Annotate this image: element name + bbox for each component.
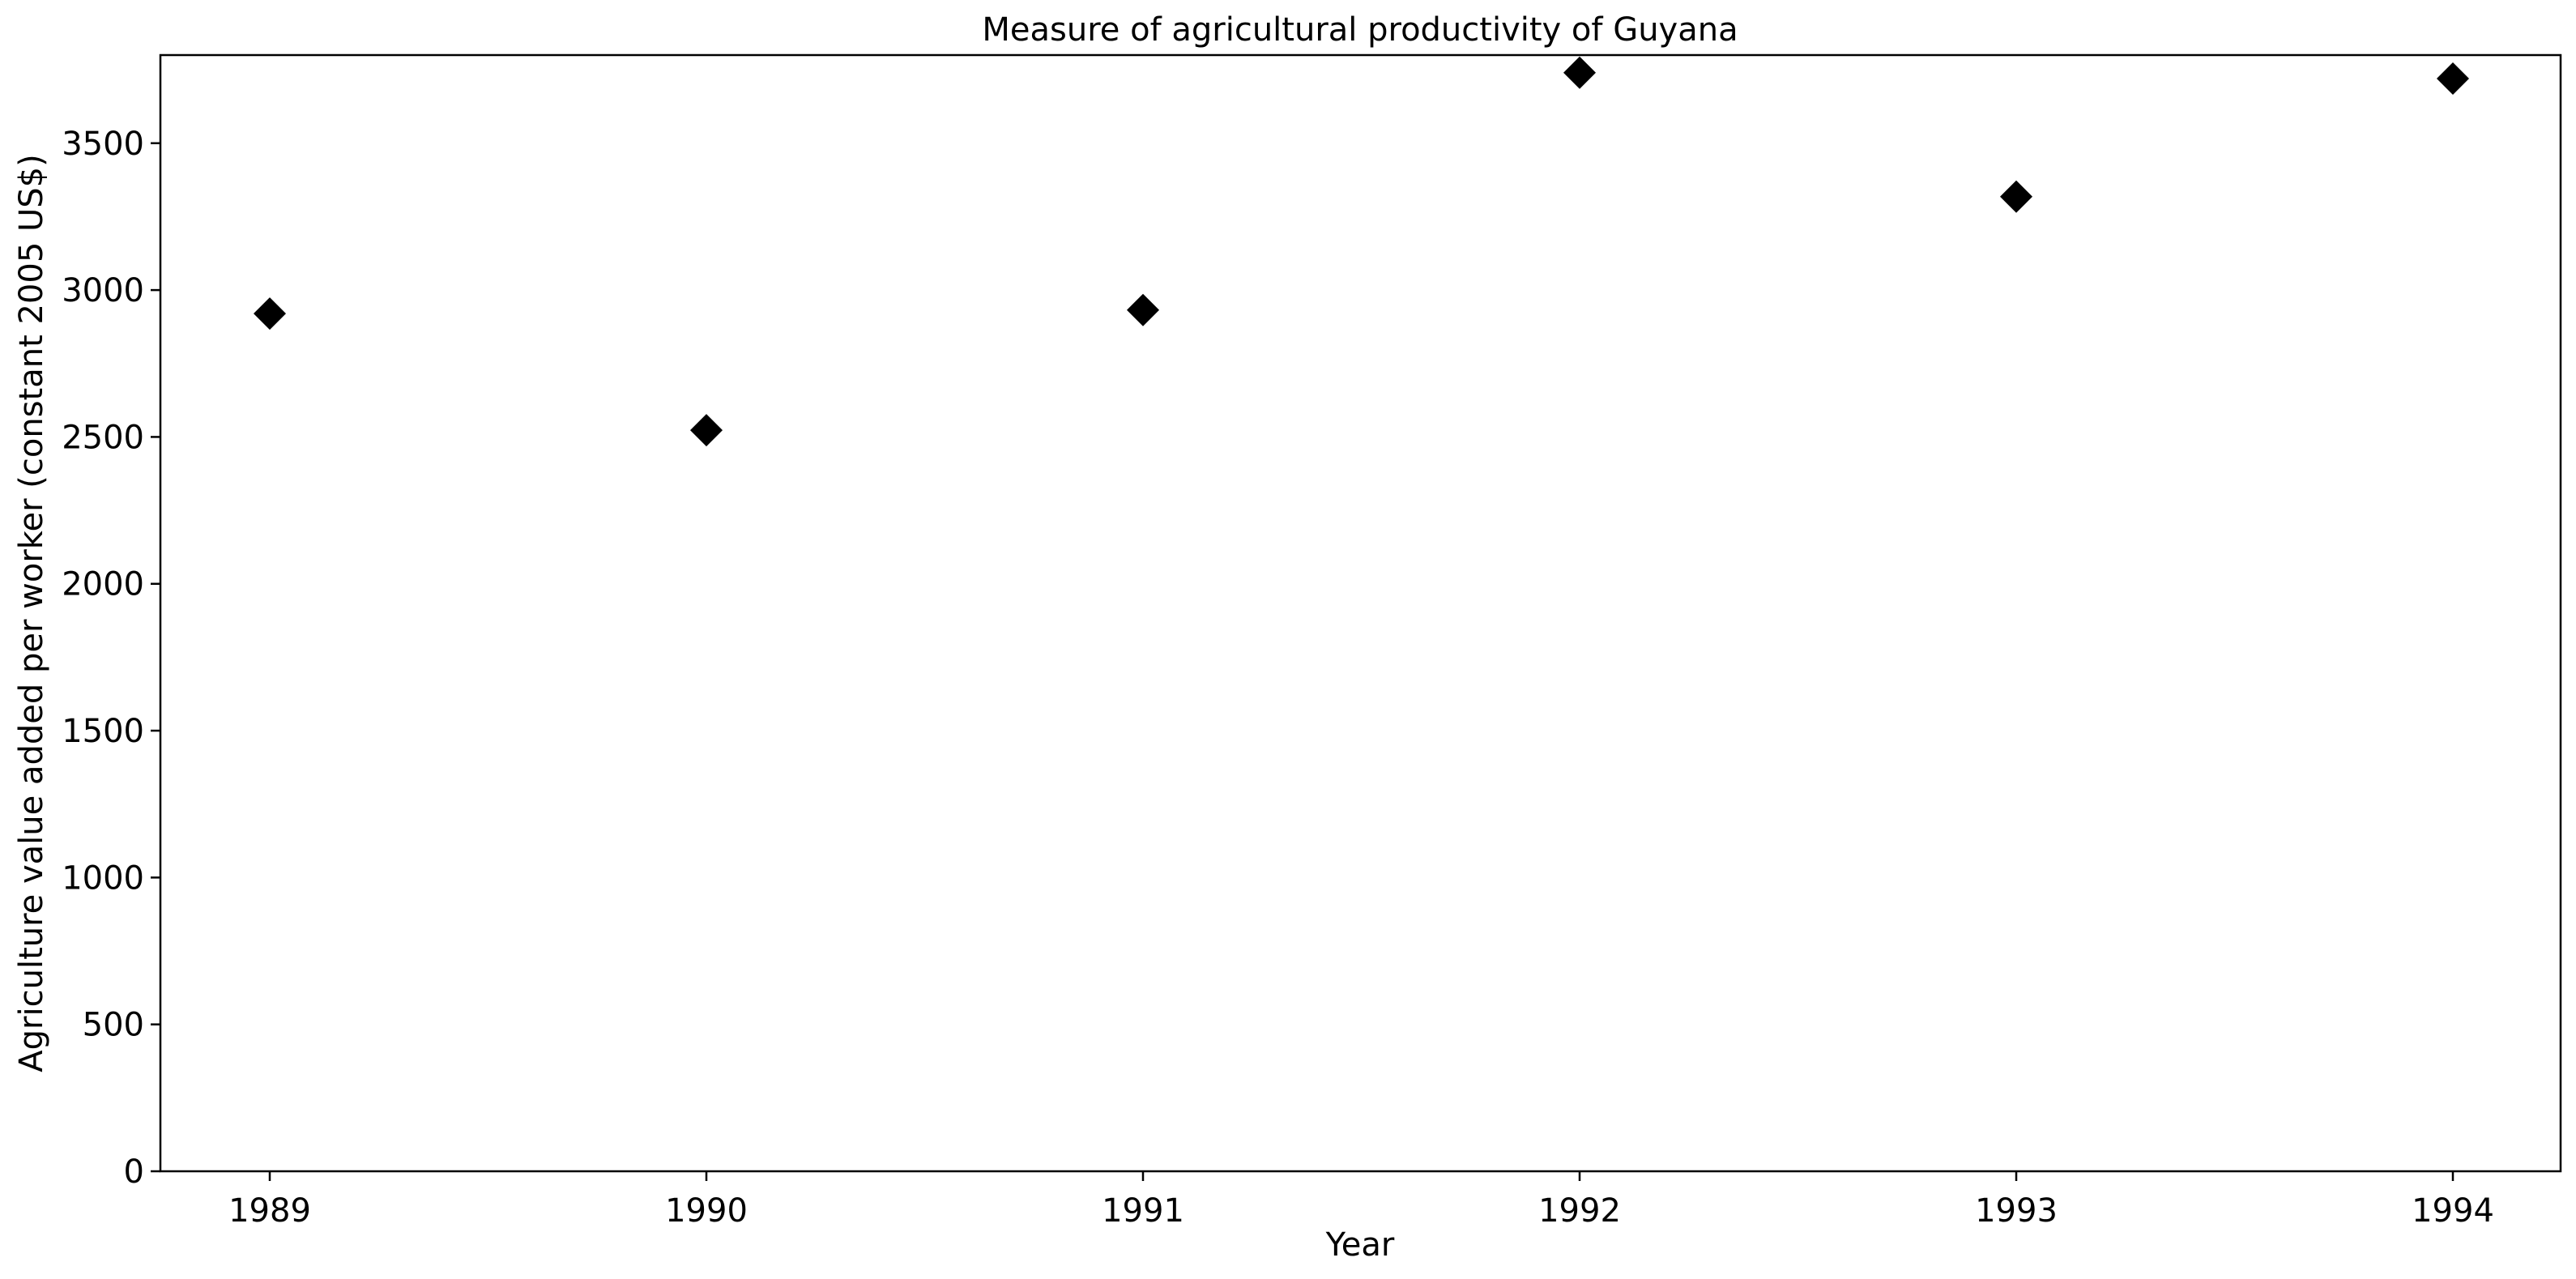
x-tick-label: 1989 [228,1192,311,1230]
x-tick-label: 1994 [2412,1192,2494,1230]
data-point [254,297,286,330]
plot-background [160,55,2561,1171]
plot-frame [159,53,2562,1173]
y-tick-label: 2500 [62,419,144,456]
y-axis-label: Agriculture value added per worker (cons… [13,154,50,1072]
data-point [1127,293,1159,326]
y-tick-label: 1500 [62,713,144,750]
x-tick-label: 1990 [665,1192,748,1230]
y-tick-label: 3000 [62,272,144,309]
y-tick-label: 2000 [62,566,144,603]
x-tick-label: 1993 [1975,1192,2058,1230]
x-axis-ticks: 1989 1990 1991 1992 1993 1994 [228,1171,2494,1230]
data-point [2000,180,2032,213]
data-point [2437,62,2469,96]
data-point [1563,56,1596,89]
x-tick-label: 1992 [1538,1192,1621,1230]
y-axis-ticks: 0 500 1000 1500 2000 2500 3000 3500 [62,126,160,1191]
y-tick-label: 500 [83,1007,144,1044]
data-point [690,414,723,447]
y-tick-label: 3500 [62,126,144,163]
x-axis-label: Year [1325,1226,1395,1264]
chart-title: Measure of agricultural productivity of … [982,11,1738,49]
y-tick-label: 1000 [62,859,144,897]
y-tick-label: 0 [124,1153,144,1191]
x-tick-label: 1991 [1102,1192,1184,1230]
data-points [254,56,2469,447]
